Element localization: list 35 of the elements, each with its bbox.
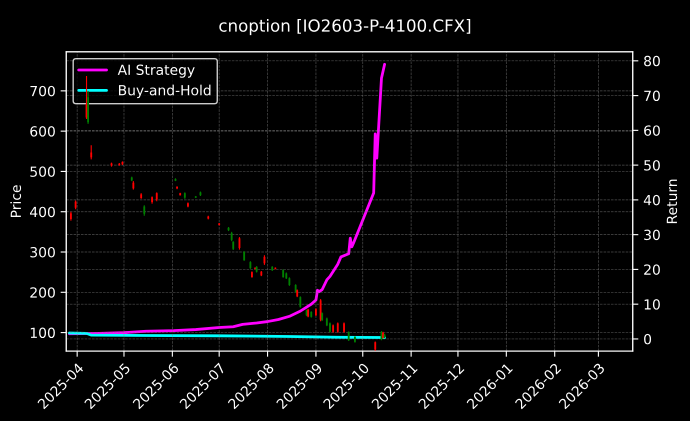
y2-tick-label: 0 — [644, 334, 652, 344]
y-tick-label: 300 — [30, 246, 55, 258]
candlestick — [110, 162, 112, 168]
candlestick — [329, 322, 331, 334]
candlestick — [380, 330, 382, 341]
candlestick — [299, 296, 302, 308]
candlestick — [343, 322, 345, 334]
y-tick-label: 200 — [30, 287, 55, 298]
candlestick — [176, 186, 178, 190]
legend-label: Buy-and-Hold — [118, 84, 210, 98]
y2-tick-label: 80 — [644, 56, 660, 66]
candlestick — [263, 254, 266, 266]
y-tick-label: 500 — [30, 166, 55, 177]
y2-tick-label: 70 — [644, 90, 660, 102]
y2-tick-label: 20 — [644, 264, 660, 275]
candlestick — [382, 331, 384, 340]
y2-tick-label: 40 — [644, 194, 660, 206]
y2-tick-label: 60 — [644, 125, 660, 136]
candlestick — [174, 178, 176, 182]
y2-axis-title: Return — [666, 180, 678, 224]
candlestick — [238, 236, 240, 250]
y-tick-label: 100 — [30, 328, 55, 338]
chart-title: cnoption [IO2603-P-4100.CFX] — [219, 18, 470, 36]
line-series — [68, 62, 386, 336]
candlestick — [243, 250, 246, 262]
y-tick-label: 700 — [30, 86, 55, 96]
y-tick-label: 600 — [30, 126, 55, 137]
candlestick — [228, 226, 230, 232]
y2-tick-label: 30 — [644, 230, 660, 240]
legend-label: AI Strategy — [118, 64, 195, 78]
y2-tick-label: 10 — [644, 299, 660, 310]
y-tick-label: 400 — [30, 206, 55, 218]
candlestick — [187, 202, 189, 208]
y-axis-title: Price — [10, 185, 22, 218]
y2-tick-label: 50 — [644, 160, 660, 171]
